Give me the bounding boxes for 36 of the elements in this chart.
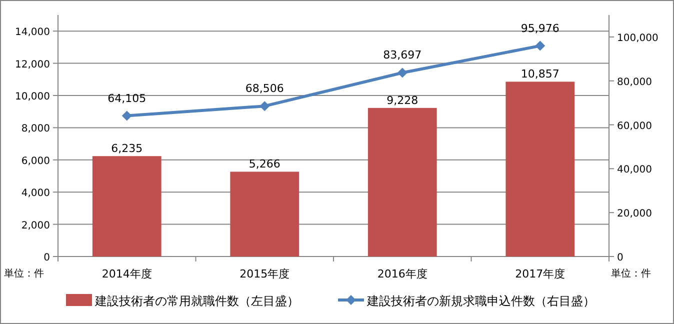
point	[122, 110, 132, 121]
text: 単位：件	[611, 268, 651, 280]
y2-tick-label: 60,000	[617, 120, 652, 132]
bar	[92, 156, 162, 256]
y-tick-label: 14,000	[15, 27, 50, 38]
x-tick-label: 2016年度	[377, 268, 428, 280]
data-label: 68,506	[245, 82, 284, 96]
data-label: 5,266	[248, 158, 280, 171]
y-tick-label: 8,000	[21, 124, 50, 135]
y-tick-label: 0	[44, 252, 50, 264]
data-label: 6,235	[111, 142, 143, 156]
bar	[230, 172, 300, 256]
y-tick-label: 2,000	[21, 220, 50, 232]
bar	[506, 82, 575, 256]
data-label: 64,105	[108, 92, 146, 105]
y2-tick-label: 0	[617, 252, 624, 264]
data-label: 9,228	[386, 94, 418, 107]
point	[535, 40, 546, 51]
x-tick-label: 2015年度	[240, 268, 290, 280]
y2-tick-label: 20,000	[617, 208, 652, 220]
y-tick-label: 6,000	[21, 156, 50, 167]
y2-tick-label: 100,000	[617, 32, 658, 44]
data-label: 83,697	[383, 48, 422, 62]
y-tick-label: 10,000	[15, 92, 50, 102]
text: 単位：件	[4, 268, 44, 280]
y-tick-label: 4,000	[21, 188, 50, 200]
bar	[368, 108, 437, 256]
x-tick-label: 2014年度	[102, 268, 152, 280]
y2-tick-label: 80,000	[617, 76, 652, 88]
data-label: 10,857	[520, 68, 560, 81]
y2-tick-label: 40,000	[617, 164, 652, 176]
x-tick-label: 2017年度	[515, 268, 566, 280]
data-label: 95,976	[520, 22, 560, 35]
y-tick-label: 12,000	[15, 59, 50, 70]
point	[260, 101, 270, 112]
point	[397, 68, 408, 78]
